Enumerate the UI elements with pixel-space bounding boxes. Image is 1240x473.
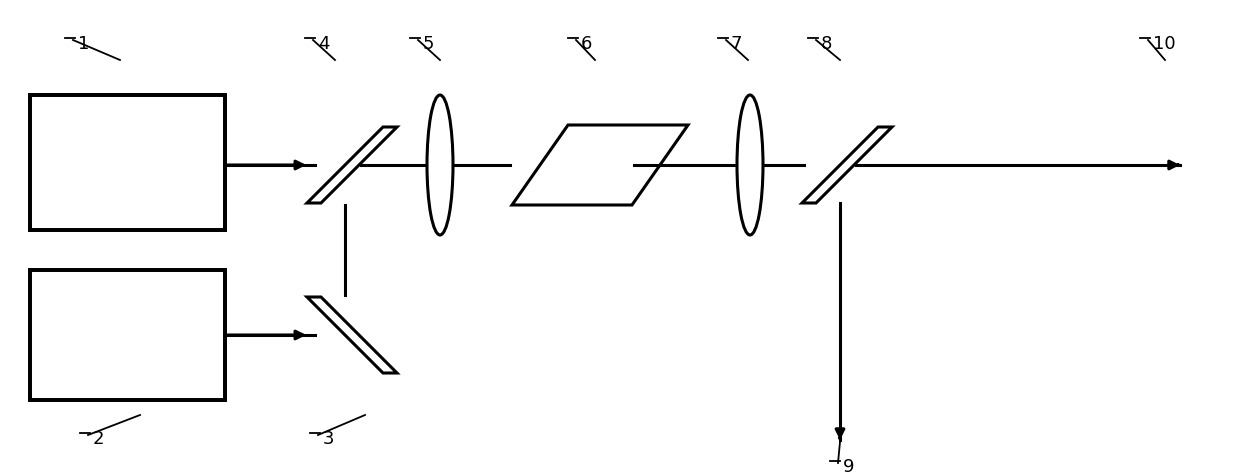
Bar [30, 270, 224, 400]
Polygon shape [512, 125, 688, 205]
Text: 3: 3 [322, 430, 335, 448]
Text: 2: 2 [93, 430, 104, 448]
Text: 7: 7 [732, 35, 743, 53]
Text: 6: 6 [582, 35, 593, 53]
Polygon shape [308, 297, 397, 373]
Bar [30, 95, 224, 230]
Text: 5: 5 [423, 35, 434, 53]
Text: 10: 10 [1153, 35, 1176, 53]
Ellipse shape [737, 95, 763, 235]
Ellipse shape [427, 95, 453, 235]
Text: 8: 8 [821, 35, 832, 53]
Polygon shape [308, 127, 397, 203]
Polygon shape [802, 127, 892, 203]
Text: 9: 9 [843, 458, 854, 473]
Text: 4: 4 [317, 35, 330, 53]
Text: 1: 1 [78, 35, 89, 53]
